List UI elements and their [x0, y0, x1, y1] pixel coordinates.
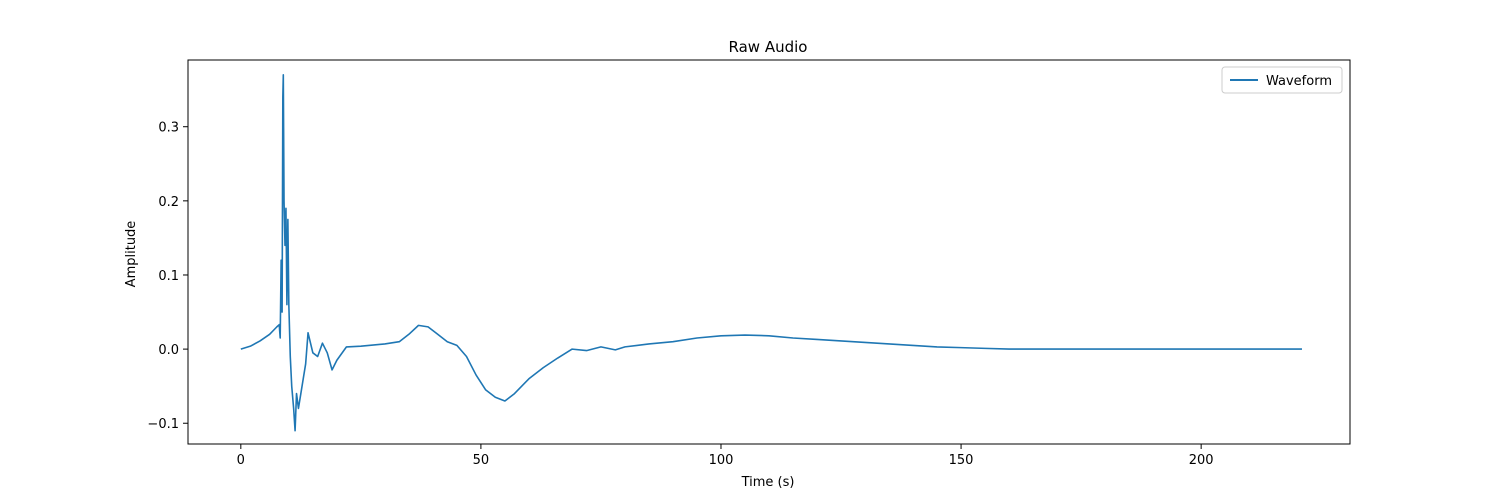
- series-line-waveform: [240, 74, 1302, 432]
- plot-area: 0 50 100 150 200 −0.1 0.0 0.1 0.2 0.3: [147, 59, 1351, 468]
- x-tick-label: 50: [473, 453, 490, 468]
- x-tick-label: 100: [709, 453, 734, 468]
- chart-title: Raw Audio: [729, 38, 808, 56]
- legend-label-waveform: Waveform: [1266, 74, 1332, 89]
- legend: Waveform: [1221, 66, 1343, 94]
- y-tick-label: 0.0: [158, 343, 179, 358]
- x-tick-label: 150: [949, 453, 974, 468]
- x-tick-label: 0: [237, 453, 245, 468]
- x-tick-label: 200: [1189, 453, 1214, 468]
- y-tick-label: 0.3: [158, 121, 179, 136]
- axes-frame: [187, 59, 1351, 445]
- y-tick-label: −0.1: [147, 417, 179, 432]
- x-axis-label: Time (s): [741, 475, 795, 490]
- legend-box: [1221, 66, 1343, 94]
- y-tick-label: 0.2: [158, 195, 179, 210]
- y-tick-label: 0.1: [158, 269, 179, 284]
- y-axis-label: Amplitude: [124, 221, 139, 288]
